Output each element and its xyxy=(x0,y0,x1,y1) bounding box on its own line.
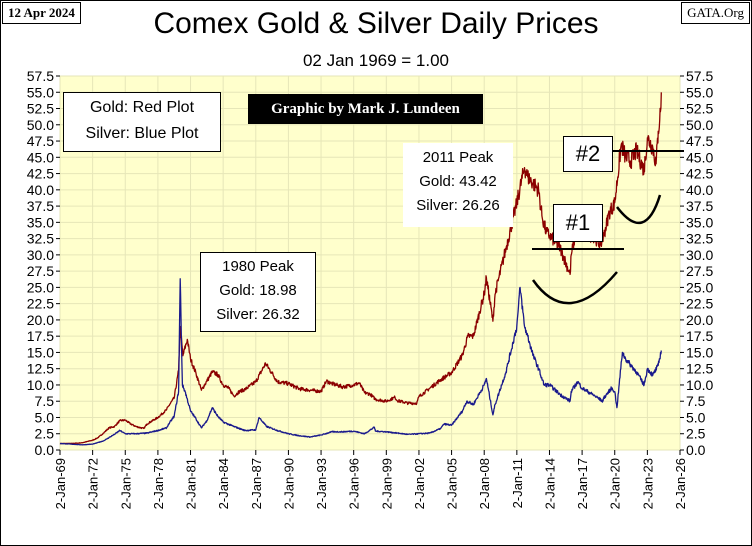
y-tick-label-left: 25.0 xyxy=(27,279,54,295)
y-tick-label-right: 25.0 xyxy=(686,279,713,295)
legend-gold: Gold: Red Plot xyxy=(89,99,195,116)
y-tick-label-left: 7.5 xyxy=(35,393,55,409)
y-tick-label-left: 52.5 xyxy=(27,101,54,117)
y-tick-label-right: 42.5 xyxy=(686,166,713,182)
y-tick-label-left: 2.5 xyxy=(35,426,55,442)
legend-silver: Silver: Blue Plot xyxy=(85,125,199,142)
y-tick-label-left: 37.5 xyxy=(27,198,54,214)
chart-subtitle: 02 Jan 1969 = 1.00 xyxy=(302,51,450,70)
y-tick-label-left: 15.0 xyxy=(27,344,54,360)
y-tick-label-left: 5.0 xyxy=(35,409,55,425)
marker-2-label: #2 xyxy=(563,136,613,172)
y-axis-right: 0.02.55.07.510.012.515.017.520.022.525.0… xyxy=(680,68,713,458)
y-tick-label-left: 45.0 xyxy=(27,149,54,165)
annotation-marks xyxy=(531,150,684,305)
y-tick-label-left: 35.0 xyxy=(27,214,54,230)
y-tick-label-right: 20.0 xyxy=(686,312,713,328)
y-tick-label-left: 32.5 xyxy=(27,231,54,247)
x-tick-label: 2-Jan-72 xyxy=(86,458,101,509)
y-tick-label-right: 17.5 xyxy=(686,328,713,344)
x-tick-label: 2-Jan-20 xyxy=(608,458,623,509)
peak-1980-silver: Silver: 26.32 xyxy=(216,306,300,323)
y-axis-left: 0.02.55.07.510.012.515.017.520.022.525.0… xyxy=(27,68,60,458)
peak-1980-annotation: 1980 Peak Gold: 18.98 Silver: 26.32 xyxy=(200,252,316,332)
y-tick-label-right: 30.0 xyxy=(686,247,713,263)
x-tick-label: 2-Jan-14 xyxy=(542,458,557,509)
y-tick-label-left: 0.0 xyxy=(35,442,55,458)
y-tick-label-left: 10.0 xyxy=(27,377,54,393)
x-tick-label: 2-Jan-26 xyxy=(673,458,688,509)
y-tick-label-left: 55.0 xyxy=(27,84,54,100)
y-tick-label-right: 50.0 xyxy=(686,117,713,133)
x-tick-label: 2-Jan-93 xyxy=(314,458,329,509)
y-tick-label-right: 37.5 xyxy=(686,198,713,214)
y-tick-label-left: 27.5 xyxy=(27,263,54,279)
x-tick-label: 2-Jan-08 xyxy=(477,458,492,509)
y-tick-label-right: 22.5 xyxy=(686,296,713,312)
source-label[interactable]: GATA.Org xyxy=(681,2,750,24)
x-axis: 2-Jan-69 2-Jan-72 2-Jan-75 2-Jan-78 2-Jan-81… xyxy=(53,450,688,509)
y-tick-label-right: 7.5 xyxy=(686,393,706,409)
y-tick-label-right: 0.0 xyxy=(686,442,706,458)
x-tick-label: 2-Jan-17 xyxy=(575,458,590,509)
peak-2011-silver: Silver: 26.26 xyxy=(416,197,500,214)
peak-1980-title: 1980 Peak xyxy=(222,258,294,275)
peak-2011-annotation: 2011 Peak Gold: 43.42 Silver: 26.26 xyxy=(403,143,513,227)
y-tick-label-right: 45.0 xyxy=(686,149,713,165)
y-tick-label-right: 10.0 xyxy=(686,377,713,393)
y-tick-label-left: 17.5 xyxy=(27,328,54,344)
y-tick-label-right: 12.5 xyxy=(686,361,713,377)
credit-banner: Graphic by Mark J. Lundeen xyxy=(248,94,483,124)
y-tick-label-left: 50.0 xyxy=(27,117,54,133)
peak-2011-title: 2011 Peak xyxy=(422,149,494,166)
y-tick-label-left: 57.5 xyxy=(27,68,54,84)
y-tick-label-right: 32.5 xyxy=(686,231,713,247)
x-tick-label: 2-Jan-96 xyxy=(347,458,362,509)
y-tick-label-right: 5.0 xyxy=(686,409,706,425)
y-tick-label-left: 42.5 xyxy=(27,166,54,182)
cup-curve-2 xyxy=(616,194,662,225)
x-tick-label: 2-Jan-99 xyxy=(379,458,394,509)
y-tick-label-left: 30.0 xyxy=(27,247,54,263)
peak-2011-gold: Gold: 43.42 xyxy=(419,173,497,190)
x-tick-label: 2-Jan-05 xyxy=(445,458,460,509)
y-tick-label-right: 35.0 xyxy=(686,214,713,230)
peak-1980-gold: Gold: 18.98 xyxy=(219,282,297,299)
marker-1-label: #1 xyxy=(553,204,603,242)
date-label: 12 Apr 2024 xyxy=(2,2,81,24)
x-tick-label: 2-Jan-02 xyxy=(412,458,427,509)
y-tick-label-right: 2.5 xyxy=(686,426,706,442)
x-tick-label: 2-Jan-87 xyxy=(249,458,264,509)
y-tick-label-right: 57.5 xyxy=(686,68,713,84)
y-tick-label-left: 40.0 xyxy=(27,182,54,198)
y-tick-label-left: 22.5 xyxy=(27,296,54,312)
x-tick-label: 2-Jan-90 xyxy=(281,458,296,509)
x-tick-label: 2-Jan-69 xyxy=(53,458,68,509)
y-tick-label-left: 20.0 xyxy=(27,312,54,328)
series-line-silver xyxy=(59,278,662,446)
y-tick-label-right: 47.5 xyxy=(686,133,713,149)
y-tick-label-left: 47.5 xyxy=(27,133,54,149)
y-tick-label-right: 27.5 xyxy=(686,263,713,279)
x-tick-label: 2-Jan-75 xyxy=(118,458,133,509)
x-tick-label: 2-Jan-11 xyxy=(510,458,525,508)
y-tick-label-right: 55.0 xyxy=(686,84,713,100)
series-line-gold xyxy=(59,92,662,445)
y-tick-label-right: 52.5 xyxy=(686,101,713,117)
y-tick-label-right: 15.0 xyxy=(686,344,713,360)
y-tick-label-left: 12.5 xyxy=(27,361,54,377)
x-tick-label: 2-Jan-81 xyxy=(184,458,199,509)
x-tick-label: 2-Jan-78 xyxy=(151,458,166,509)
x-tick-label: 2-Jan-23 xyxy=(640,458,655,509)
series-layer xyxy=(59,92,662,446)
legend-box: Gold: Red Plot Silver: Blue Plot xyxy=(63,92,221,152)
y-tick-label-right: 40.0 xyxy=(686,182,713,198)
x-tick-label: 2-Jan-84 xyxy=(216,458,231,509)
cup-curve-1 xyxy=(531,271,618,305)
chart-title: Comex Gold & Silver Daily Prices xyxy=(153,7,599,40)
